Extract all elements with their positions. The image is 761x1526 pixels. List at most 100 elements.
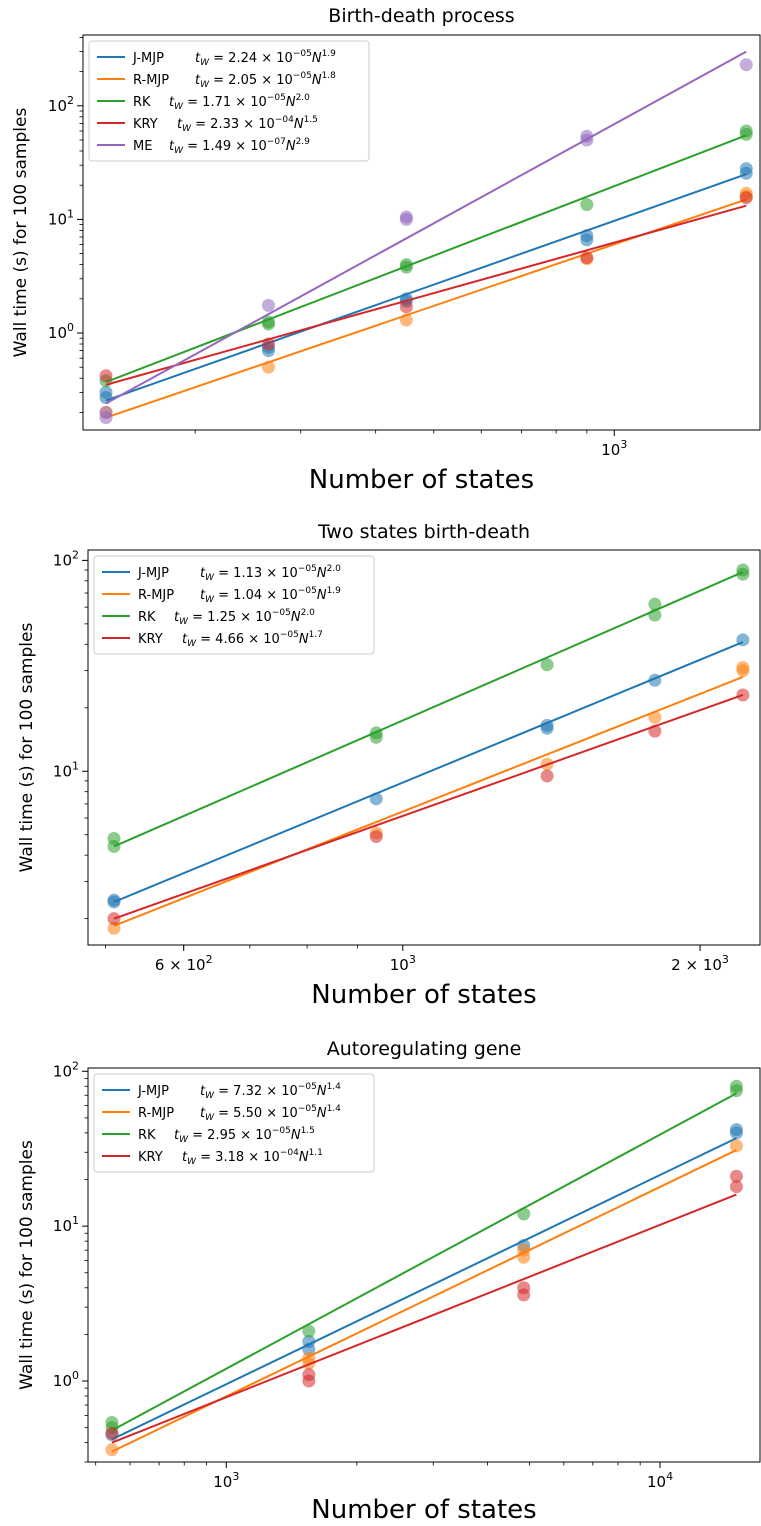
- data-point: [105, 1415, 119, 1429]
- fit-line: [111, 1092, 737, 1432]
- y-tick-label: 100: [53, 1369, 79, 1390]
- chart-title: Autoregulating gene: [327, 1038, 522, 1060]
- x-tick-label: 103: [390, 953, 416, 974]
- legend-label: ME: [133, 139, 152, 154]
- fit-line: [111, 1137, 737, 1441]
- legend-label: RK: [138, 610, 156, 625]
- y-tick-label: 102: [53, 548, 79, 569]
- chart-title: Two states birth-death: [317, 521, 530, 543]
- x-tick-label: 6 × 102: [155, 953, 213, 974]
- data-point: [648, 710, 662, 724]
- legend-label: KRY: [133, 117, 158, 132]
- legend: J-MJP tW = 1.13 × 10−05N2.0 R-MJP tW = 1.04…: [93, 555, 375, 655]
- series-j-mjp: [107, 633, 750, 909]
- series-r-mjp: [105, 1139, 743, 1457]
- legend-label: RK: [133, 95, 151, 110]
- x-tick-label: 2 × 103: [671, 953, 729, 974]
- legend-formula: tW = 3.18 × 10−04N1.1: [182, 1148, 323, 1167]
- data-point: [105, 1443, 119, 1457]
- x-axis-label: Number of states: [311, 1495, 536, 1522]
- legend: J-MJP tW = 7.32 × 10−05N1.4 R-MJP tW = 5.50…: [93, 1073, 375, 1173]
- legend-formula: tW = 5.50 × 10−05N1.4: [200, 1104, 341, 1123]
- chart-panel-1: Birth-death process Number of states Wall …: [11, 5, 761, 495]
- data-point: [729, 1169, 743, 1183]
- x-tick-label: 104: [647, 1470, 673, 1491]
- data-point: [580, 251, 594, 265]
- data-point: [729, 1126, 743, 1140]
- y-tick-label: 101: [53, 759, 79, 780]
- fit-line: [111, 1193, 737, 1444]
- plot-area: [107, 563, 750, 935]
- series-kry: [107, 688, 750, 926]
- series-j-mjp: [99, 162, 753, 405]
- series-r-mjp: [107, 661, 750, 935]
- legend-formula: tW = 4.66 × 10−05N1.7: [182, 630, 323, 649]
- fit-line: [113, 571, 744, 848]
- data-point: [105, 1426, 119, 1440]
- fit-line: [105, 204, 747, 386]
- data-point: [517, 1207, 531, 1221]
- data-point: [736, 661, 750, 675]
- axes-frame: [87, 1067, 761, 1463]
- legend-label: KRY: [138, 632, 163, 647]
- data-point: [540, 769, 554, 783]
- legend-label: J-MJP: [132, 51, 164, 66]
- legend-label: J-MJP: [137, 1084, 169, 1099]
- y-tick-label: 101: [53, 1214, 79, 1235]
- minor-ticks: [79, 37, 588, 434]
- data-point: [261, 298, 275, 312]
- legend-formula: tW = 1.13 × 10−05N2.0: [200, 564, 341, 583]
- data-point: [580, 233, 594, 247]
- legend-formula: tW = 7.32 × 10−05N1.4: [200, 1082, 341, 1101]
- data-point: [302, 1368, 316, 1382]
- y-tick-label: 101: [48, 207, 74, 228]
- fit-line: [105, 173, 747, 402]
- plot-area: [105, 1079, 743, 1457]
- data-point: [648, 597, 662, 611]
- legend-label: R-MJP: [133, 73, 169, 88]
- minor-ticks: [84, 1077, 641, 1466]
- data-point: [540, 658, 554, 672]
- data-point: [99, 391, 113, 405]
- y-tick-label: 100: [48, 321, 74, 342]
- y-axis-label: Wall time (s) for 100 samples: [17, 623, 37, 873]
- legend-label: KRY: [138, 1150, 163, 1165]
- x-tick-label: 103: [213, 1470, 239, 1491]
- data-point: [739, 166, 753, 180]
- fit-line: [105, 50, 747, 405]
- legend-box: [88, 40, 370, 162]
- legend-formula: tW = 1.71 × 10−05N2.0: [169, 93, 310, 112]
- chart-panel-3: Autoregulating gene Number of states Wall …: [17, 1038, 761, 1525]
- legend-formula: tW = 2.33 × 10−04N1.5: [177, 115, 318, 134]
- minor-ticks: [84, 569, 701, 949]
- data-point: [729, 1079, 743, 1093]
- legend-formula: tW = 1.04 × 10−05N1.9: [200, 586, 341, 605]
- legend: J-MJP tW = 2.24 × 10−05N1.9 R-MJP tW = 2.05…: [88, 40, 370, 162]
- data-point: [302, 1324, 316, 1338]
- series-rk: [107, 563, 750, 853]
- data-point: [580, 129, 594, 143]
- data-point: [729, 1139, 743, 1153]
- fit-line: [113, 694, 744, 920]
- legend-formula: tW = 2.95 × 10−05N1.5: [174, 1126, 315, 1145]
- fit-line: [113, 641, 744, 903]
- series-me: [99, 50, 753, 425]
- axes-frame: [87, 549, 761, 946]
- data-point: [302, 1334, 316, 1348]
- legend-formula: tW = 1.25 × 10−05N2.0: [174, 608, 315, 627]
- data-point: [729, 1180, 743, 1194]
- chart-title: Birth-death process: [328, 5, 514, 27]
- data-point: [99, 369, 113, 383]
- series-kry: [105, 1169, 743, 1444]
- legend-label: J-MJP: [137, 566, 169, 581]
- data-point: [399, 212, 413, 226]
- fit-line: [113, 676, 744, 927]
- legend-formula: tW = 2.24 × 10−05N1.9: [195, 49, 336, 68]
- y-tick-label: 102: [48, 94, 74, 115]
- legend-box: [93, 1073, 375, 1173]
- y-tick-label: 102: [53, 1059, 79, 1080]
- legend-label: RK: [138, 1128, 156, 1143]
- data-point: [107, 831, 121, 845]
